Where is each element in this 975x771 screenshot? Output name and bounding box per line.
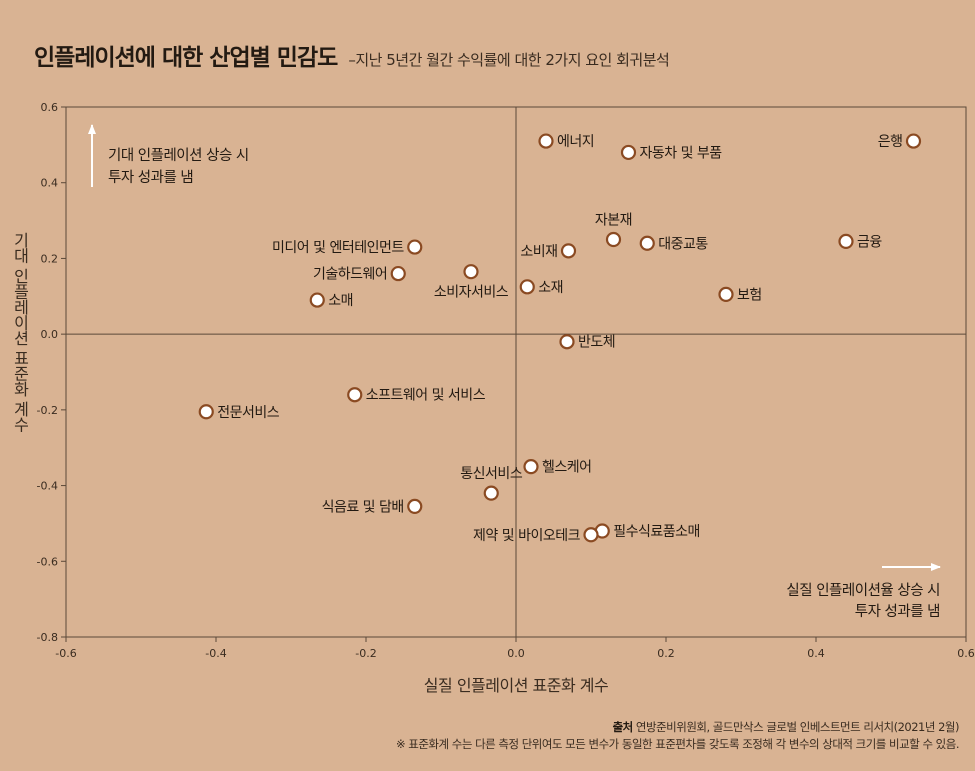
point-label: 대중교통 (658, 236, 708, 252)
y-tick-label: 0.6 (41, 101, 59, 114)
y-tick-label: -0.8 (37, 631, 58, 644)
point-label: 필수식료품소매 (613, 524, 700, 540)
point-label: 소비재 (520, 244, 557, 260)
x-tick-label: 0.2 (657, 647, 675, 660)
source-text: 연방준비위원회, 골드만삭스 글로벌 인베스트먼트 리서치(2021년 2월) (635, 720, 960, 734)
lower-right-annotation-line: 투자 성과를 냄 (855, 603, 940, 620)
scatter-point (483, 485, 499, 501)
point-label: 소프트웨어 및 서비스 (366, 388, 486, 404)
x-tick-label: -0.4 (205, 647, 226, 660)
x-tick-label: 0.4 (807, 647, 825, 660)
lower-right-annotation-line: 실질 인플레이션율 상승 시 (786, 582, 940, 599)
point-label: 자동차 및 부품 (640, 145, 723, 161)
chart-subtitle: –지난 5년간 월간 수익률에 대한 2가지 요인 회귀분석 (348, 51, 670, 69)
point-label: 전문서비스 (217, 405, 280, 421)
point-label: 자본재 (595, 213, 632, 229)
chart-title: 인플레이션에 대한 산업별 민감도 (34, 45, 338, 71)
point-label: 식음료 및 담배 (322, 499, 404, 515)
source-label: 출처 (612, 720, 634, 734)
scatter-point (620, 144, 637, 161)
y-tick-label: 0.4 (41, 177, 59, 190)
title-row: 인플레이션에 대한 산업별 민감도 –지난 5년간 월간 수익률에 대한 2가지… (34, 38, 670, 72)
point-label: 반도체 (578, 335, 615, 351)
scatter-point (718, 286, 734, 302)
point-label: 에너지 (557, 134, 594, 150)
upper-left-annotation-line: 기대 인플레이션 상승 시 (108, 147, 249, 164)
scatter-point (639, 235, 655, 251)
scatter-point (463, 264, 479, 280)
scatter-point (407, 239, 423, 255)
scatter-point (605, 231, 622, 248)
y-tick-label: -0.4 (37, 480, 58, 493)
source-line: 출처 연방준비위원회, 골드만삭스 글로벌 인베스트먼트 리서치(2021년 2… (396, 719, 960, 736)
y-tick-label: -0.2 (37, 404, 58, 417)
point-label: 소매 (328, 293, 353, 309)
x-tick-label: -0.2 (355, 647, 376, 660)
scatter-point (347, 387, 363, 403)
scatter-point (309, 292, 325, 308)
y-tick-label: 0.2 (41, 252, 59, 265)
scatter-point (838, 233, 854, 249)
scatter-point (560, 243, 577, 259)
y-tick-label: -0.6 (37, 555, 58, 568)
scatter-point (198, 404, 214, 420)
x-axis-title: 실질 인플레이션 표준화 계수 (424, 676, 608, 695)
point-label: 기술하드웨어 (313, 267, 387, 283)
x-tick-label: 0.0 (507, 647, 525, 660)
x-tick-label: -0.6 (55, 647, 76, 660)
scatter-point (390, 265, 406, 282)
y-tick-label: 0.0 (41, 328, 59, 341)
x-tick-label: 0.6 (957, 647, 975, 660)
upper-left-annotation-line: 투자 성과를 냄 (108, 169, 193, 186)
scatter-point (519, 279, 535, 295)
point-label: 금융 (857, 234, 882, 250)
y-axis-title: 기대 인플레이션 표준화 계수 (11, 232, 30, 432)
point-label: 미디어 및 엔터테인먼트 (272, 240, 404, 256)
point-label: 제약 및 바이오테크 (473, 528, 581, 544)
point-label: 소비자서비스 (434, 285, 509, 301)
footer: 출처 연방준비위원회, 골드만삭스 글로벌 인베스트먼트 리서치(2021년 2… (395, 719, 960, 753)
scatter-point (538, 133, 554, 149)
point-label: 은행 (878, 134, 903, 150)
point-label: 보험 (737, 287, 762, 303)
scatter-point (523, 459, 539, 475)
scatter-point (407, 498, 423, 514)
point-label: 소재 (538, 280, 563, 296)
point-label: 헬스케어 (542, 460, 592, 476)
footnote: ※ 표준화계 수는 다른 측정 단위여도 모든 변수가 동일한 표준편차를 갖도… (395, 737, 960, 751)
scatter-point (583, 527, 599, 543)
scatter-point (559, 334, 575, 350)
point-label: 통신서비스 (460, 466, 523, 482)
scatter-point (905, 133, 922, 149)
